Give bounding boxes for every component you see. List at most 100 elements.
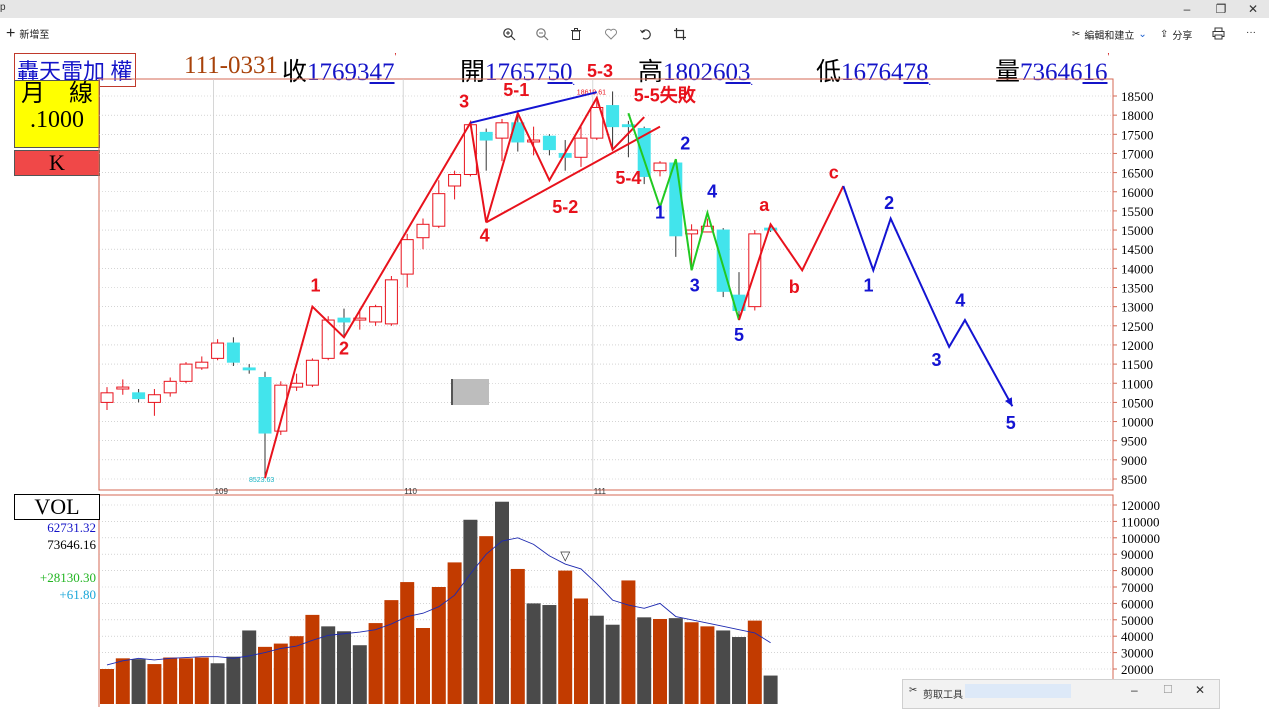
volume-bar (384, 600, 399, 704)
price-tick-label: 13500 (1121, 281, 1154, 296)
delete-icon[interactable] (567, 25, 585, 43)
candle-body (274, 384, 288, 432)
volume-bar (700, 626, 715, 704)
price-tick-label: 10000 (1121, 415, 1154, 430)
chevron-down-icon: ⌄ (1138, 29, 1147, 40)
edit-create-button[interactable]: ✂ 編輯和建立 ⌄ (1072, 27, 1147, 42)
volume-bar (100, 669, 114, 704)
snip-maximize-button[interactable]: ☐ (1163, 684, 1173, 696)
more-button[interactable]: ··· (1246, 27, 1256, 38)
crop-icon[interactable] (671, 25, 689, 43)
close-button[interactable]: ✕ (1247, 2, 1259, 16)
high-value-decimal: 03 (725, 59, 751, 86)
volume-bar (289, 636, 304, 704)
wave-label: 3 (690, 275, 700, 295)
high-quote: 高1802603. (638, 59, 754, 88)
period-label: 月 線 (21, 81, 93, 107)
wave-label: b (789, 277, 800, 297)
candle-body (116, 386, 130, 390)
snip-close-button[interactable]: ✕ (1195, 683, 1206, 697)
price-tick-label: 9500 (1121, 434, 1147, 449)
wave-label: 3 (931, 350, 941, 370)
volume-bar (337, 631, 351, 704)
candle-body (305, 359, 319, 386)
snip-tool-title: 剪取工具 (923, 690, 963, 701)
wave-label: 5 (1006, 413, 1016, 433)
candle-body (700, 225, 714, 233)
volume-bar (653, 618, 667, 704)
wave-label: 1 (864, 275, 874, 295)
volume-bar (716, 630, 731, 704)
snip-minimize-button[interactable]: – (1131, 683, 1138, 697)
period-box[interactable]: 月 線 .1000 (14, 80, 100, 148)
snipping-tool-window[interactable]: ✂ 剪取工具 – ☐ ✕ (902, 679, 1220, 709)
chart-type-box[interactable]: K (14, 150, 100, 176)
candle-body (147, 394, 161, 403)
candle-body (653, 162, 667, 172)
zoom-out-icon[interactable] (533, 25, 551, 43)
wave-label: a (759, 195, 770, 215)
wave-label: 3 (459, 91, 469, 111)
candle-body (258, 377, 272, 434)
open-quote: 開1765750. (460, 59, 576, 88)
volume-marker: ▽ (560, 548, 570, 563)
window-titlebar: p – ❐ ✕ (0, 0, 1269, 18)
price-tick-label: 15000 (1121, 223, 1154, 238)
volume-bar (526, 603, 541, 704)
candle-body (574, 137, 588, 158)
restore-button[interactable]: ❐ (1215, 2, 1227, 16)
volume-change-1: +28130.30 (39, 570, 96, 585)
add-to-button[interactable]: + 新增至 (6, 24, 50, 42)
wave-line (470, 91, 598, 124)
wave-label: 2 (339, 339, 349, 359)
volume-bar (621, 580, 636, 704)
volume-bar (115, 658, 130, 704)
high-value: 18026 (663, 59, 726, 86)
rotate-icon[interactable] (637, 25, 655, 43)
candle-body (400, 239, 414, 275)
print-icon[interactable] (1212, 27, 1225, 40)
forecast-arrowhead (1005, 397, 1013, 407)
wave-label: 5-3 (587, 61, 613, 81)
candle-body (542, 135, 556, 151)
share-label: 分享 (1172, 31, 1193, 42)
volume-tick-label: 50000 (1121, 613, 1154, 628)
volume-tick-label: 20000 (1121, 662, 1154, 677)
price-tick-label: 18500 (1121, 89, 1154, 104)
share-button[interactable]: ⇪ 分享 (1160, 27, 1192, 42)
low-quote: 低1676478. (816, 59, 932, 88)
candle-body (100, 392, 114, 403)
price-tick-label: 14500 (1121, 242, 1154, 257)
price-plot-frame (98, 78, 1114, 491)
volume-bar (321, 626, 336, 704)
year-label: 111 (594, 487, 607, 496)
share-icon: ⇪ (1160, 29, 1169, 40)
volume-bar (605, 624, 620, 704)
wave-line (264, 95, 645, 479)
add-to-label: 新增至 (19, 30, 50, 41)
zoom-in-icon[interactable] (500, 25, 518, 43)
plus-icon: + (6, 24, 16, 42)
candle-body (163, 380, 177, 394)
volume-bar (589, 615, 604, 704)
candle-body (448, 174, 462, 187)
candle-body (321, 319, 335, 359)
candle-body (495, 122, 509, 139)
wave-label: 5-5失敗 (634, 85, 697, 106)
volume-bar (194, 657, 209, 704)
snip-tool-tab[interactable] (965, 684, 1071, 698)
volume-bar (179, 658, 193, 704)
minimize-button[interactable]: – (1183, 2, 1191, 16)
wave-label: 5 (734, 325, 744, 345)
price-tick-label: 12500 (1121, 319, 1154, 334)
candle-body (369, 306, 383, 323)
volume-moving-average (106, 537, 771, 666)
volume-bar (131, 659, 146, 704)
candle-body (195, 361, 209, 369)
wave-label: 5-2 (552, 197, 578, 217)
volume-bar (431, 587, 446, 704)
candle-body (416, 223, 430, 239)
volume-bar (510, 568, 525, 704)
heart-icon[interactable] (602, 25, 620, 43)
open-value-decimal: 50 (547, 59, 573, 86)
